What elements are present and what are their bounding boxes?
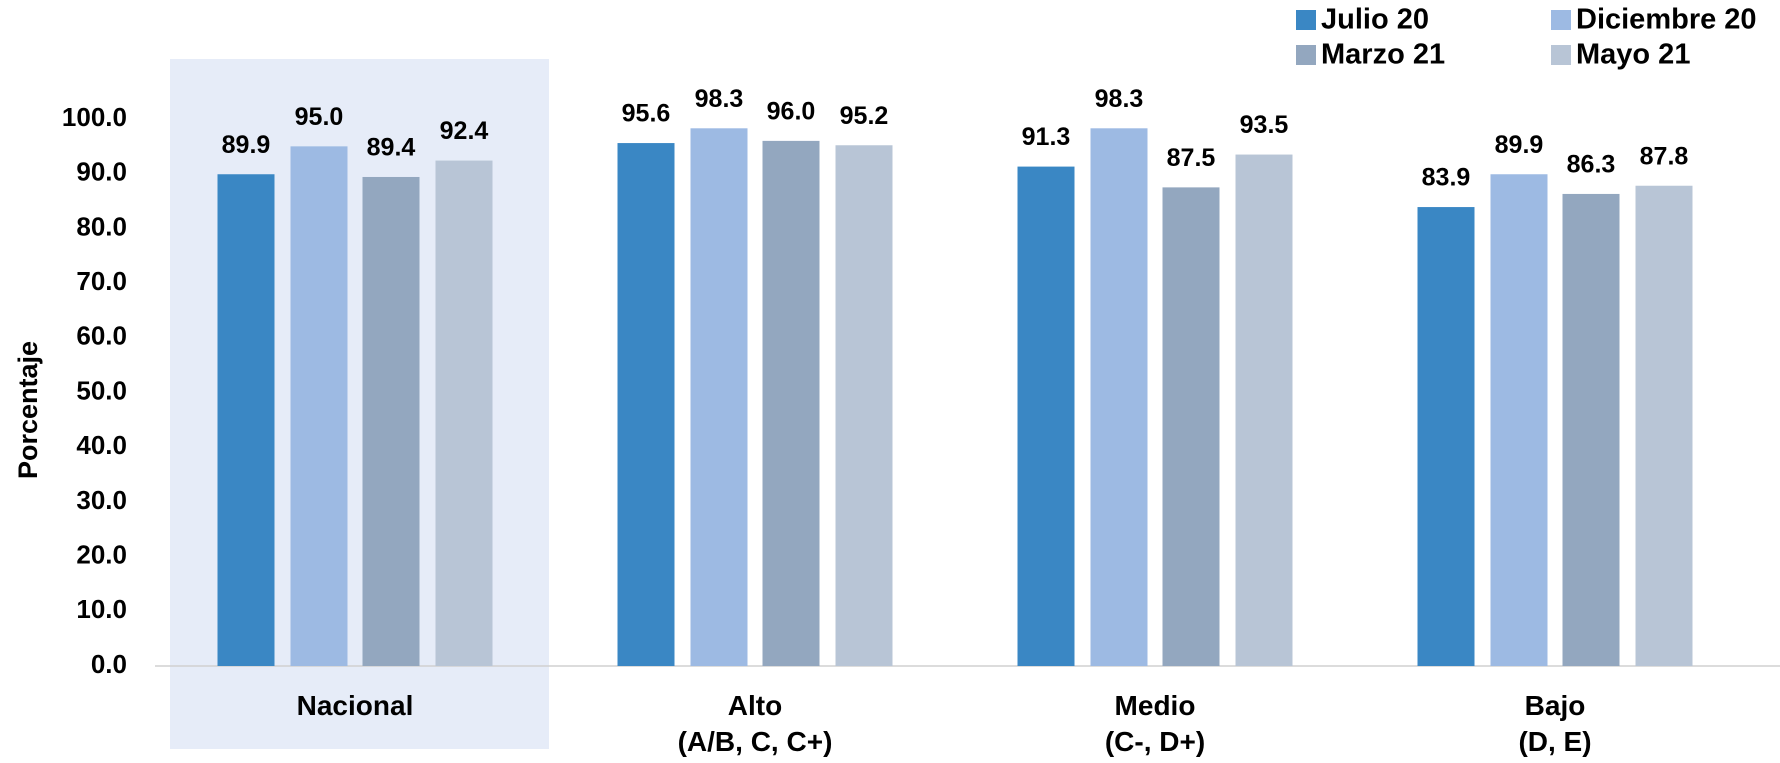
value-label: 93.5 — [1240, 111, 1289, 139]
y-tick-label: 30.0 — [76, 485, 127, 515]
bar — [1162, 187, 1220, 666]
bar — [1562, 193, 1620, 666]
value-label: 83.9 — [1422, 164, 1471, 192]
value-label: 98.3 — [1095, 85, 1144, 113]
value-label: 95.2 — [840, 102, 889, 130]
legend-label: Julio 20 — [1321, 4, 1429, 36]
value-label: 89.4 — [367, 134, 416, 162]
legend-label: Marzo 21 — [1321, 39, 1445, 71]
y-tick-label: 70.0 — [76, 266, 127, 296]
y-tick-label: 60.0 — [76, 321, 127, 351]
bar — [1490, 174, 1548, 666]
y-tick-label: 100.0 — [62, 102, 127, 132]
bar — [1635, 185, 1693, 666]
bar — [1417, 207, 1475, 666]
y-tick-label: 20.0 — [76, 539, 127, 569]
legend-label: Mayo 21 — [1576, 39, 1690, 71]
bar — [290, 146, 348, 667]
y-tick-label: 50.0 — [76, 375, 127, 405]
bar — [1090, 128, 1148, 666]
value-label: 89.9 — [222, 131, 271, 159]
bar — [835, 145, 893, 667]
bar — [1017, 166, 1075, 667]
y-axis-label: Porcentaje — [13, 341, 43, 479]
value-label: 87.8 — [1640, 142, 1689, 170]
x-tick-label: Nacional — [296, 690, 414, 721]
legend-swatch — [1296, 10, 1316, 30]
y-tick-label: 90.0 — [76, 157, 127, 187]
legend-label: Diciembre 20 — [1576, 4, 1757, 36]
value-label: 92.4 — [440, 117, 489, 145]
bar — [362, 176, 420, 666]
value-label: 95.6 — [622, 100, 671, 128]
legend-swatch — [1551, 45, 1571, 65]
legend-swatch — [1296, 45, 1316, 65]
y-tick-label: 0.0 — [91, 649, 127, 679]
value-label: 98.3 — [695, 85, 744, 113]
x-tick-label: Medio (C-, D+) — [1104, 690, 1206, 757]
value-label: 87.5 — [1167, 144, 1216, 172]
value-label: 96.0 — [767, 97, 816, 125]
legend-swatch — [1551, 10, 1571, 30]
value-label: 95.0 — [295, 103, 344, 131]
value-label: 91.3 — [1022, 123, 1071, 151]
bar — [690, 128, 748, 666]
bar — [762, 140, 820, 666]
value-label: 86.3 — [1567, 151, 1616, 179]
value-label: 89.9 — [1495, 131, 1544, 159]
bar — [1235, 154, 1293, 666]
y-tick-label: 10.0 — [76, 594, 127, 624]
x-tick-label: Bajo (D, E) — [1518, 690, 1592, 757]
bar — [217, 174, 275, 666]
y-tick-label: 40.0 — [76, 430, 127, 460]
y-tick-label: 80.0 — [76, 211, 127, 241]
bar — [435, 160, 493, 666]
x-tick-label: Alto (A/B, C, C+) — [677, 690, 833, 757]
bar — [617, 143, 675, 666]
